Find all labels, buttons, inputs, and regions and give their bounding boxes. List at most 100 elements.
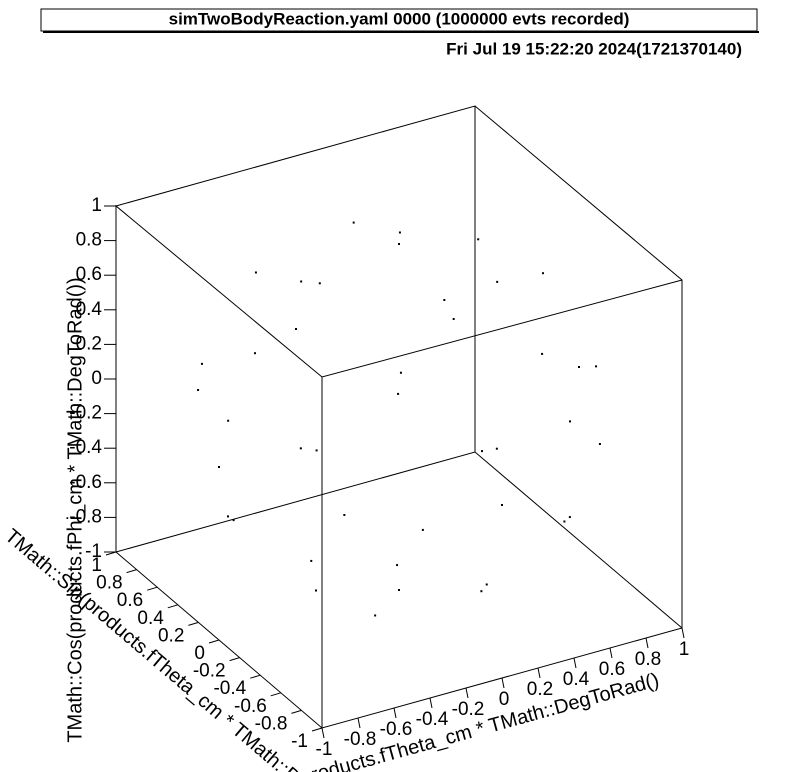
x-tick-label: 1 [679,639,690,660]
z-tick-label: 0 [91,368,102,389]
y-tick [270,692,281,697]
point [598,442,601,445]
point [501,504,503,506]
point [197,389,200,392]
y-tick [208,639,220,644]
y-tick [167,604,178,609]
y-tick [229,657,240,662]
y-tick-label: 0.4 [137,608,164,629]
point [480,590,483,593]
x-tick-label: 0.2 [527,679,553,700]
point [398,589,400,591]
z-tick-label: -0.8 [69,506,102,527]
z-tick-label: -0.2 [69,403,102,424]
y-tick [126,569,137,574]
x-tick-label: -0.8 [344,729,377,750]
point [398,231,401,234]
x-tick-label: -0.6 [380,719,413,740]
y-tick-label: -0.2 [193,661,226,682]
x-tick-label: 0.8 [635,649,661,670]
point [352,221,355,224]
point [568,516,571,519]
y-tick-label: 0.6 [117,590,143,611]
point [218,466,220,468]
point [343,513,346,516]
point [421,528,424,531]
z-tick-label: 0.2 [76,333,102,354]
frame-box [115,105,683,729]
x-tick-label: -0.2 [452,699,485,720]
x-tick-label: 0 [499,689,510,710]
y-tick-label: 0.8 [96,573,122,594]
z-tick-label: -0.6 [69,472,102,493]
point [299,447,302,450]
point [315,449,318,452]
y-tick-label: -0.6 [234,696,267,717]
point [300,280,303,283]
y-tick [188,621,199,626]
y-tick [250,674,261,679]
box-edge [115,451,683,629]
point [227,515,229,518]
point [569,420,571,423]
x-tick-label: 0.6 [599,659,625,680]
z-tick-label: 0.6 [76,264,102,285]
x-tick [321,727,325,739]
chart-subtitle: Fri Jul 19 15:22:20 2024(1721370140) [446,39,742,58]
y-tick-label: -0.8 [255,713,288,734]
x-tick [429,697,433,709]
point [397,392,400,395]
y-tick-label: 0 [194,643,205,664]
x-tick [537,667,541,679]
x-tick [681,627,685,639]
point [595,365,598,368]
y-tick-label: -1 [291,731,308,752]
y-tick-label: -0.4 [213,678,246,699]
z-tick-label: -1 [85,541,102,562]
z-tick-label: -0.4 [69,437,102,458]
point [254,352,256,355]
point [232,519,235,522]
point [496,280,499,283]
title-shadow [43,31,759,33]
point [398,243,400,245]
y-tick-label: 1 [91,555,102,576]
point [481,450,483,453]
x-tick [645,637,649,649]
point [541,352,544,355]
x-tick [573,657,577,669]
point [254,271,257,274]
y-tick [105,551,117,556]
z-tick-label: 0.4 [76,299,103,320]
x-tick [609,647,613,659]
point [200,362,203,365]
x-tick [357,717,361,729]
y-tick-label: 0.2 [158,625,184,646]
point [310,559,313,562]
point [399,371,402,374]
point [578,366,580,368]
z-tick-label: 0.8 [76,230,102,251]
box-edge [115,105,683,729]
point [563,520,566,523]
point [485,583,488,586]
point [318,282,321,285]
point [452,318,455,321]
point [477,238,480,241]
x-tick-label: 0.4 [563,669,590,690]
chart-title: simTwoBodyReaction.yaml 0000 (1000000 ev… [169,9,630,28]
point [443,299,446,302]
x-tick [501,677,505,689]
point [374,614,377,617]
z-axis-title: TMath::Cos(products.fPhi_cm * TMath::Deg… [64,277,86,742]
point [227,419,230,422]
y-tick [147,586,158,591]
x-tick-label: -0.4 [416,709,449,730]
x-tick [465,687,469,699]
x-tick [393,707,397,719]
point [396,564,399,567]
point [315,589,317,592]
z-tick-label: 1 [91,195,102,216]
y-tick [291,709,302,714]
